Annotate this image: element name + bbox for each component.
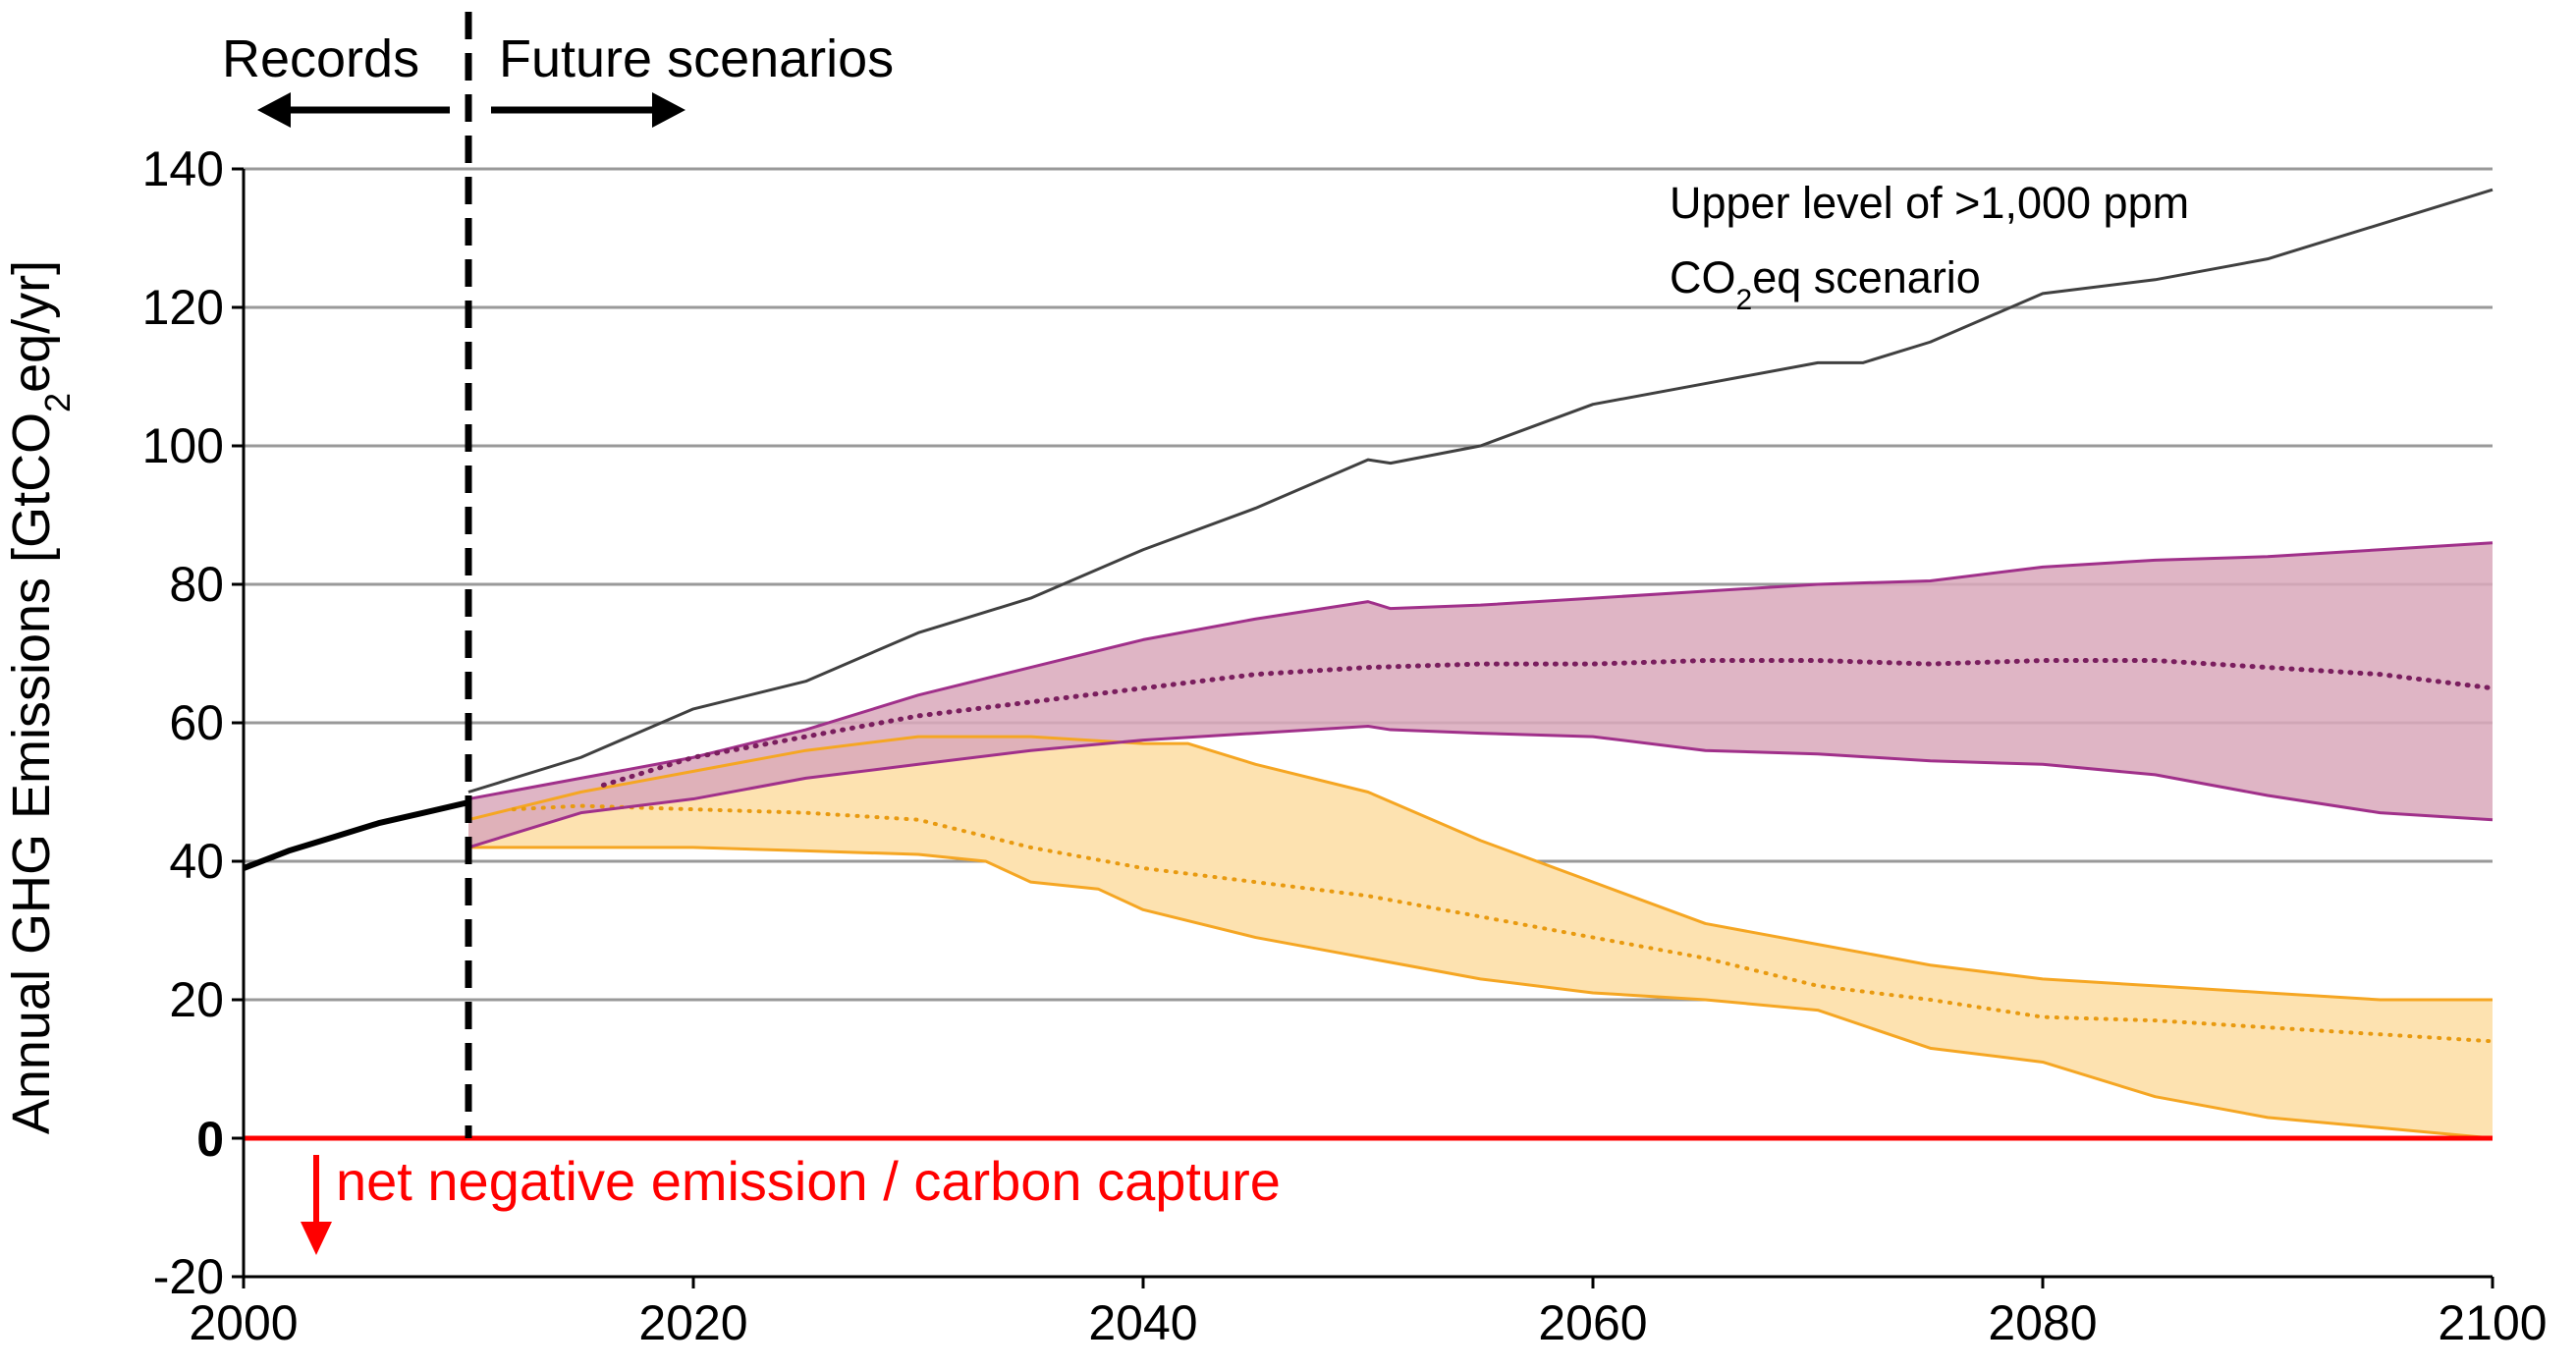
y-tick-label: 20 <box>169 972 224 1027</box>
y-tick-label: -20 <box>153 1249 224 1304</box>
x-tick-label: 2040 <box>1088 1295 1197 1350</box>
y-tick-label: 120 <box>142 280 224 335</box>
x-tick-label: 2060 <box>1538 1295 1647 1350</box>
negative-emission-label: net negative emission / carbon capture <box>336 1150 1281 1212</box>
line-layer <box>242 188 2495 1140</box>
future-scenarios-label: Future scenarios <box>499 29 894 88</box>
y-axis-label-subscript: 2 <box>37 393 78 412</box>
upper-scenario-line <box>467 188 2494 794</box>
records-arrow <box>257 92 450 128</box>
x-tick-label: 2020 <box>638 1295 747 1350</box>
y-axis-label-unit: eq/yr] <box>2 260 61 393</box>
x-tick-label: 2080 <box>1988 1295 2097 1350</box>
records-line <box>242 799 469 871</box>
lower-band-upper-line <box>467 735 2493 1002</box>
higher-band-upper-line <box>467 541 2494 801</box>
lower-scenario-band <box>468 737 2493 1138</box>
upper-scenario-co: CO <box>1670 252 1736 302</box>
upper-scenario-subscript: 2 <box>1736 284 1753 316</box>
y-tick-label: 80 <box>169 557 224 612</box>
upper-scenario-suffix: eq scenario <box>1752 252 1981 302</box>
higher-scenario-band <box>468 542 2493 848</box>
lower-scenario-median-line <box>511 803 2494 1044</box>
future-arrow <box>491 92 685 128</box>
y-axis-label: Annual GHG Emissions [GtCO2eq/yr] <box>2 260 78 1134</box>
lower-band-lower-line <box>468 846 2494 1140</box>
y-tick-label: 100 <box>142 418 224 473</box>
y-tick-label-zero: 0 <box>196 1112 224 1167</box>
band-layer <box>468 542 2493 1138</box>
y-axis-label-main: Annual GHG Emissions [GtCO <box>2 412 61 1134</box>
x-tick-label: 2100 <box>2438 1295 2547 1350</box>
upper-scenario-label-line2: CO2eq scenario <box>1670 252 1981 316</box>
records-label: Records <box>222 29 419 88</box>
y-tick-label: 140 <box>142 141 224 196</box>
upper-scenario-label-line1: Upper level of >1,000 ppm <box>1670 178 2189 228</box>
higher-band-lower-line <box>467 725 2494 849</box>
negative-arrow <box>301 1155 332 1255</box>
x-tick-label: 2000 <box>189 1295 298 1350</box>
y-tick-label: 60 <box>169 695 224 750</box>
y-tick-label: 40 <box>169 834 224 889</box>
higher-scenario-median-line <box>600 658 2495 788</box>
